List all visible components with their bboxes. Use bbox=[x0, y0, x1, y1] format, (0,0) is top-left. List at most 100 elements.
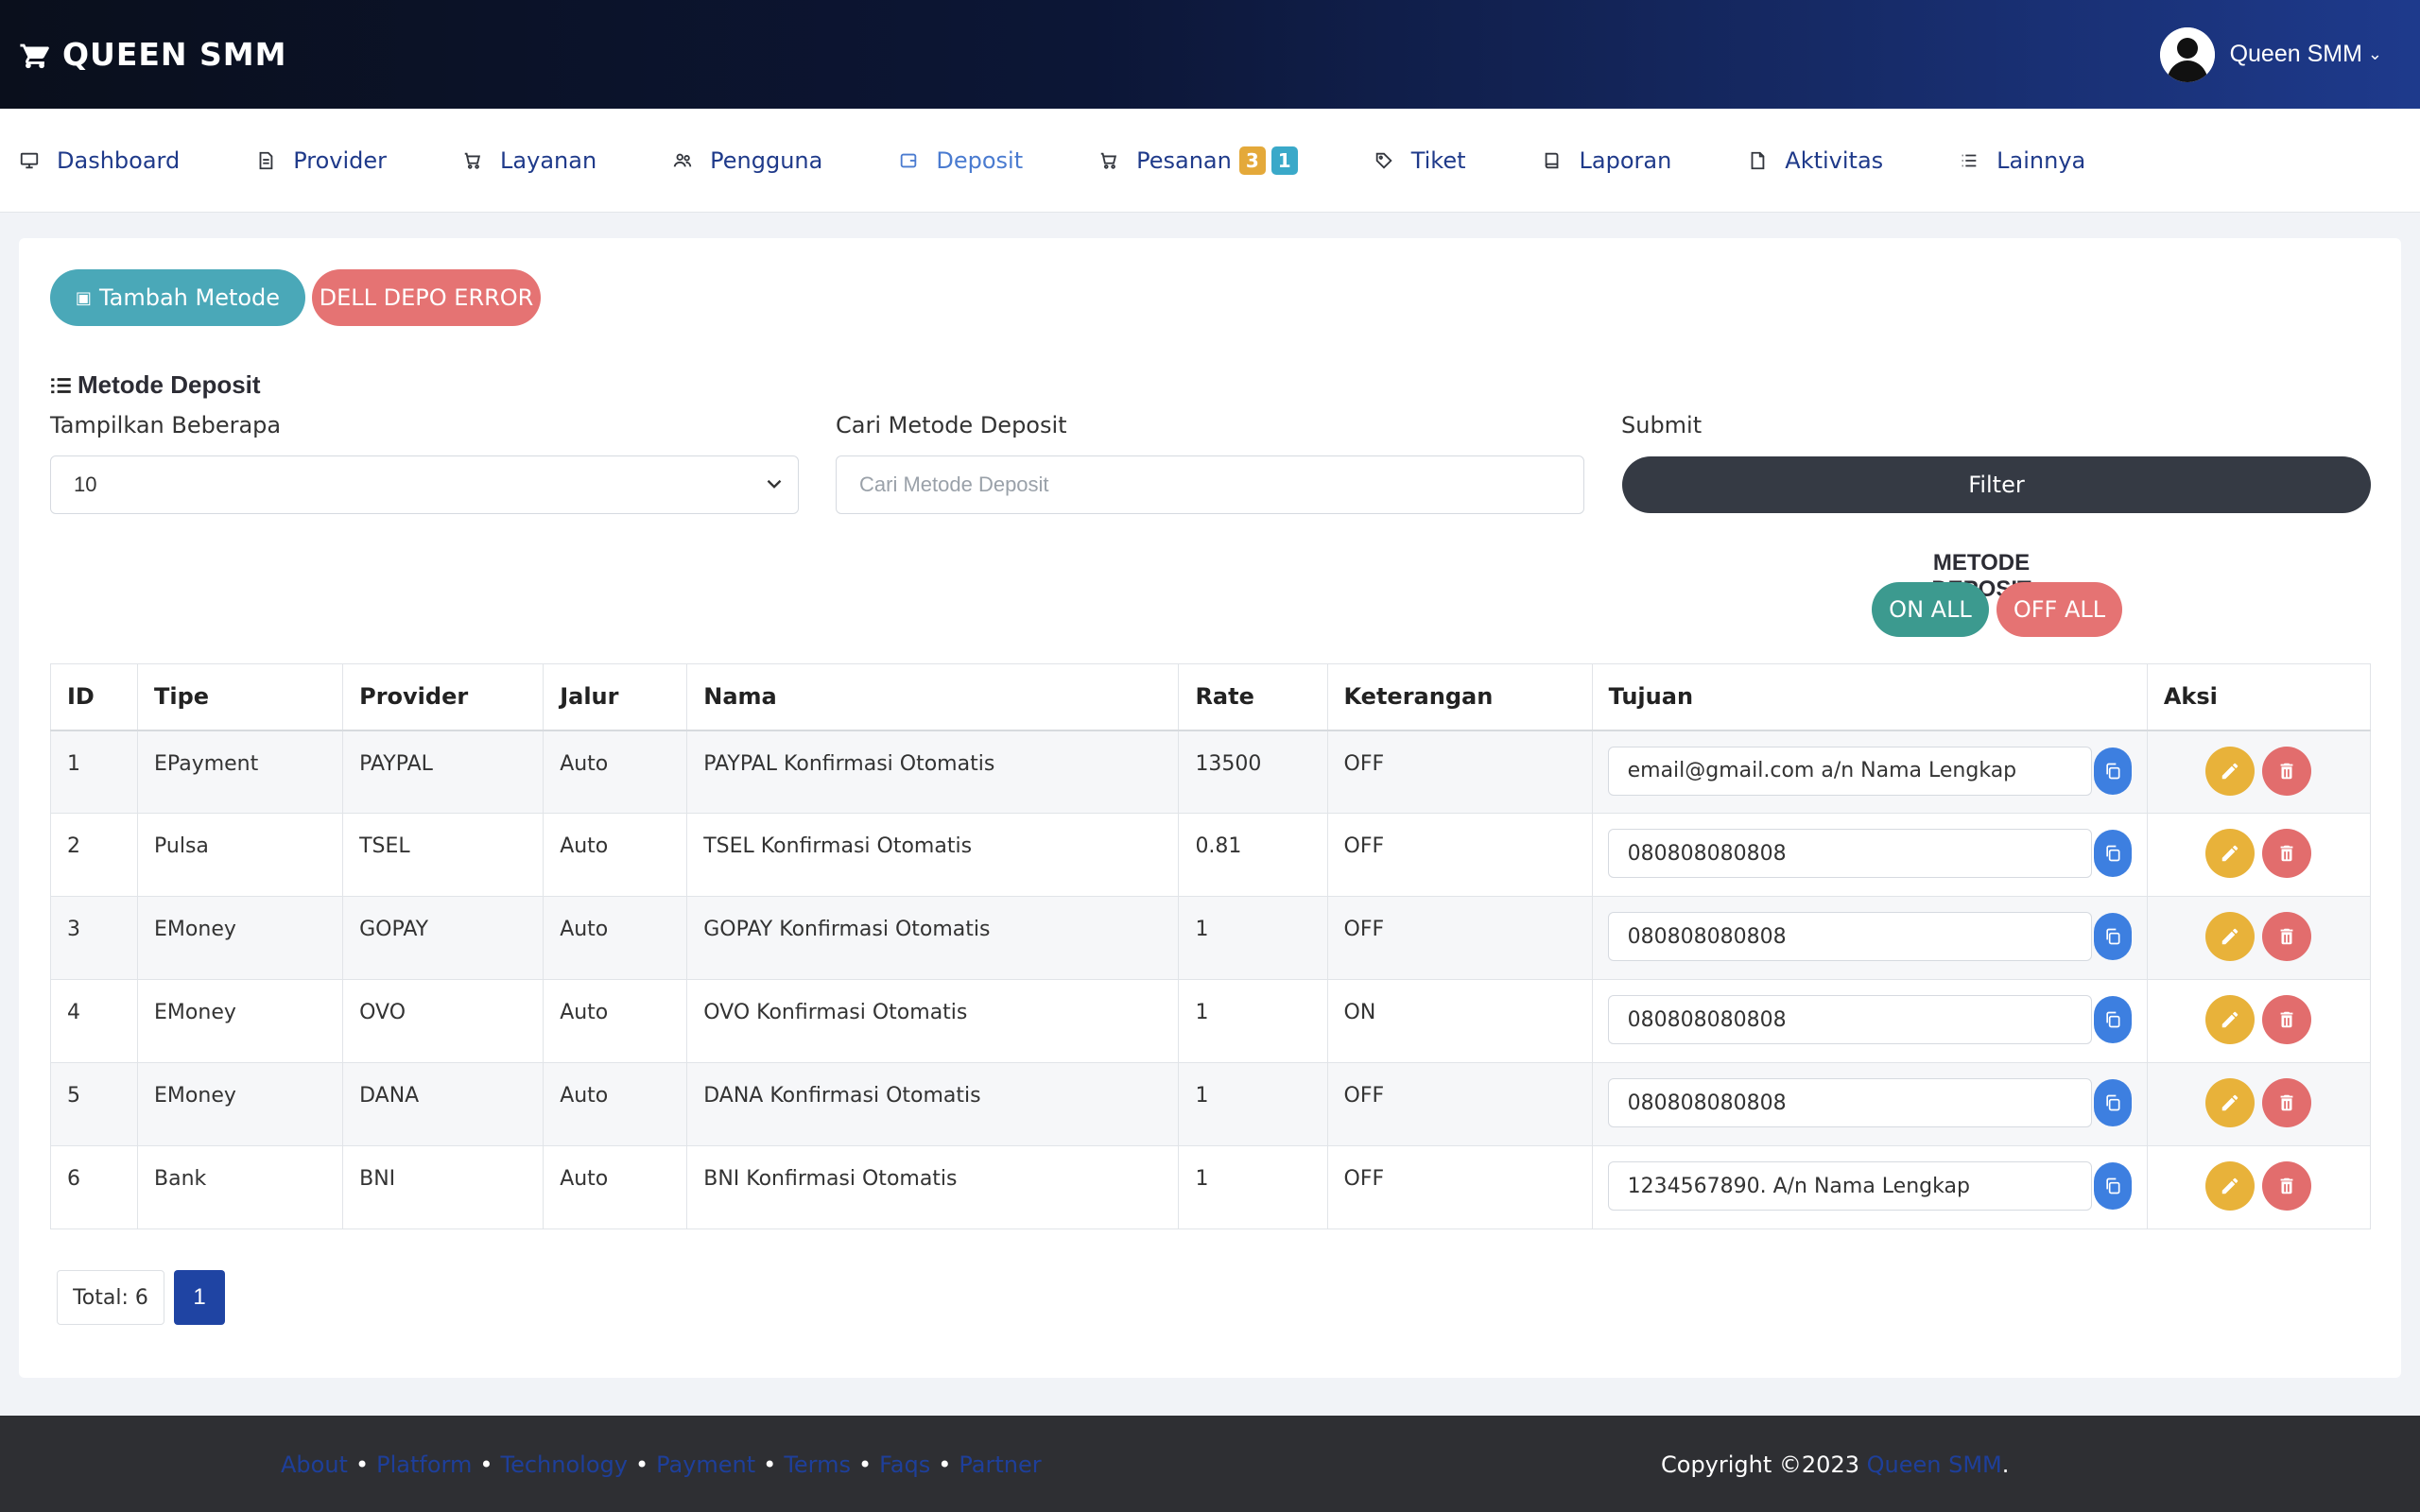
cell-provider: TSEL bbox=[342, 813, 544, 897]
cell-tujuan: email@gmail.com a/n Nama Lengkap bbox=[1591, 730, 2148, 814]
nav-item-deposit[interactable]: Deposit bbox=[898, 147, 1023, 174]
main-nav: Dashboard Provider Layanan Pengguna Depo… bbox=[0, 109, 2420, 213]
copy-button[interactable] bbox=[2093, 1162, 2132, 1210]
nav-item-layanan[interactable]: Layanan bbox=[462, 147, 596, 174]
search-placeholder: Cari Metode Deposit bbox=[859, 472, 1049, 496]
cell-tipe: EMoney bbox=[137, 979, 344, 1063]
delete-button[interactable] bbox=[2262, 829, 2312, 878]
filter-button[interactable]: Filter bbox=[1622, 456, 2371, 513]
user-menu[interactable]: Queen SMM ⌄ bbox=[2159, 26, 2382, 82]
cell-jalur: Auto bbox=[543, 730, 688, 814]
edit-button[interactable] bbox=[2205, 1161, 2256, 1211]
copyright-brand-link[interactable]: Queen SMM bbox=[1866, 1452, 2002, 1478]
action-group bbox=[2148, 829, 2370, 878]
cell-provider: OVO bbox=[342, 979, 544, 1063]
show-count-select[interactable]: 10 bbox=[50, 455, 799, 514]
tujuan-input[interactable]: 080808080808 bbox=[1607, 995, 2092, 1044]
trash-icon bbox=[2281, 763, 2293, 779]
tujuan-input[interactable]: email@gmail.com a/n Nama Lengkap bbox=[1607, 746, 2092, 796]
nav-label: Tiket bbox=[1410, 146, 1466, 174]
list-icon bbox=[1962, 154, 1977, 166]
footer: About • Platform • Technology • Payment • Terms •… bbox=[0, 1416, 2420, 1512]
footer-link-partner[interactable]: Partner bbox=[959, 1452, 1042, 1478]
footer-separator: • bbox=[354, 1452, 370, 1478]
delete-button[interactable] bbox=[2262, 746, 2312, 796]
show-label: Tampilkan Beberapa bbox=[50, 412, 282, 438]
nav-item-lainnya[interactable]: Lainnya bbox=[1959, 147, 2085, 174]
search-label: Cari Metode Deposit bbox=[836, 412, 1067, 438]
nav-item-pengguna[interactable]: Pengguna bbox=[672, 147, 822, 174]
nav-label: Dashboard bbox=[57, 146, 181, 174]
delete-button[interactable] bbox=[2262, 1161, 2312, 1211]
edit-button[interactable] bbox=[2205, 746, 2256, 796]
nav-item-pesanan[interactable]: Pesanan 3 1 bbox=[1098, 146, 1298, 175]
copy-button[interactable] bbox=[2093, 1079, 2132, 1126]
footer-separator: • bbox=[938, 1452, 952, 1478]
edit-button[interactable] bbox=[2205, 829, 2256, 878]
delete-button[interactable] bbox=[2262, 912, 2312, 961]
copy-button[interactable] bbox=[2093, 913, 2132, 960]
tag-icon bbox=[1375, 152, 1392, 169]
cell-nama: TSEL Konfirmasi Otomatis bbox=[686, 813, 1180, 897]
nav-item-provider[interactable]: Provider bbox=[255, 147, 387, 174]
nav-item-dashboard[interactable]: Dashboard bbox=[19, 147, 180, 174]
footer-link-about[interactable]: About bbox=[281, 1452, 348, 1478]
nav-label: Pesanan bbox=[1136, 146, 1232, 174]
footer-link-platform[interactable]: Platform bbox=[376, 1452, 473, 1478]
nav-label: Aktivitas bbox=[1785, 146, 1884, 174]
section-title: Metode Deposit bbox=[49, 370, 261, 400]
cell-rate: 1 bbox=[1178, 1145, 1328, 1229]
trash-icon bbox=[2281, 1177, 2293, 1194]
column-header: Tujuan bbox=[1591, 663, 2148, 731]
footer-link-terms[interactable]: Terms bbox=[784, 1452, 852, 1478]
table-row: 6 Bank BNI Auto BNI Konfirmasi Otomatis 1 OFF 1… bbox=[49, 1145, 2372, 1229]
nav-item-laporan[interactable]: Laporan bbox=[1542, 147, 1671, 174]
cell-tipe: EMoney bbox=[137, 1062, 344, 1146]
cell-provider: PAYPAL bbox=[342, 730, 544, 814]
footer-link-technology[interactable]: Technology bbox=[500, 1452, 628, 1478]
tujuan-input[interactable]: 080808080808 bbox=[1607, 912, 2092, 961]
on-all-button[interactable]: ON ALL bbox=[1872, 582, 1989, 637]
cell-id: 6 bbox=[49, 1145, 139, 1229]
footer-link-payment[interactable]: Payment bbox=[656, 1452, 756, 1478]
copy-button[interactable] bbox=[2093, 747, 2132, 795]
search-input[interactable]: Cari Metode Deposit bbox=[836, 455, 1584, 514]
avatar bbox=[2159, 26, 2215, 82]
footer-links: About • Platform • Technology • Payment • Terms •… bbox=[281, 1452, 1042, 1478]
cart-icon bbox=[464, 152, 481, 169]
trash-icon bbox=[2281, 1094, 2293, 1111]
footer-link-faqs[interactable]: Faqs bbox=[879, 1452, 931, 1478]
tujuan-input[interactable]: 1234567890. A/n Nama Lengkap bbox=[1607, 1161, 2092, 1211]
off-all-button[interactable]: OFF ALL bbox=[1996, 582, 2122, 637]
pencil-icon bbox=[2222, 928, 2238, 945]
tujuan-input[interactable]: 080808080808 bbox=[1607, 1078, 2092, 1127]
add-method-button[interactable]: ▣ Tambah Metode bbox=[50, 269, 305, 326]
column-header: Aksi bbox=[2146, 663, 2372, 731]
cell-tipe: Pulsa bbox=[137, 813, 344, 897]
edit-button[interactable] bbox=[2205, 1078, 2256, 1127]
edit-button[interactable] bbox=[2205, 995, 2256, 1044]
brand[interactable]: QUEEN SMM bbox=[19, 36, 287, 73]
cell-nama: PAYPAL Konfirmasi Otomatis bbox=[686, 730, 1180, 814]
nav-item-tiket[interactable]: Tiket bbox=[1374, 147, 1466, 174]
action-group bbox=[2148, 746, 2370, 796]
cart-icon bbox=[1100, 152, 1117, 169]
copy-icon bbox=[2105, 1011, 2120, 1028]
delete-button[interactable] bbox=[2262, 995, 2312, 1044]
copy-button[interactable] bbox=[2093, 996, 2132, 1043]
column-header: Nama bbox=[686, 663, 1180, 731]
cell-aksi bbox=[2146, 1145, 2372, 1229]
copy-button[interactable] bbox=[2093, 830, 2132, 877]
delete-error-button[interactable]: DELL DEPO ERROR bbox=[312, 269, 541, 326]
cell-keterangan: OFF bbox=[1326, 813, 1593, 897]
nav-item-aktivitas[interactable]: Aktivitas bbox=[1747, 147, 1883, 174]
table-row: 5 EMoney DANA Auto DANA Konfirmasi Otomatis 1… bbox=[49, 1062, 2372, 1146]
page-button-1[interactable]: 1 bbox=[174, 1270, 225, 1325]
edit-button[interactable] bbox=[2205, 912, 2256, 961]
tujuan-input[interactable]: 080808080808 bbox=[1607, 829, 2092, 878]
nav-label: Lainnya bbox=[1996, 146, 2086, 174]
trash-icon bbox=[2281, 845, 2293, 862]
nav-label: Layanan bbox=[500, 146, 597, 174]
tujuan-group: 080808080808 bbox=[1607, 1078, 2132, 1127]
delete-button[interactable] bbox=[2262, 1078, 2312, 1127]
